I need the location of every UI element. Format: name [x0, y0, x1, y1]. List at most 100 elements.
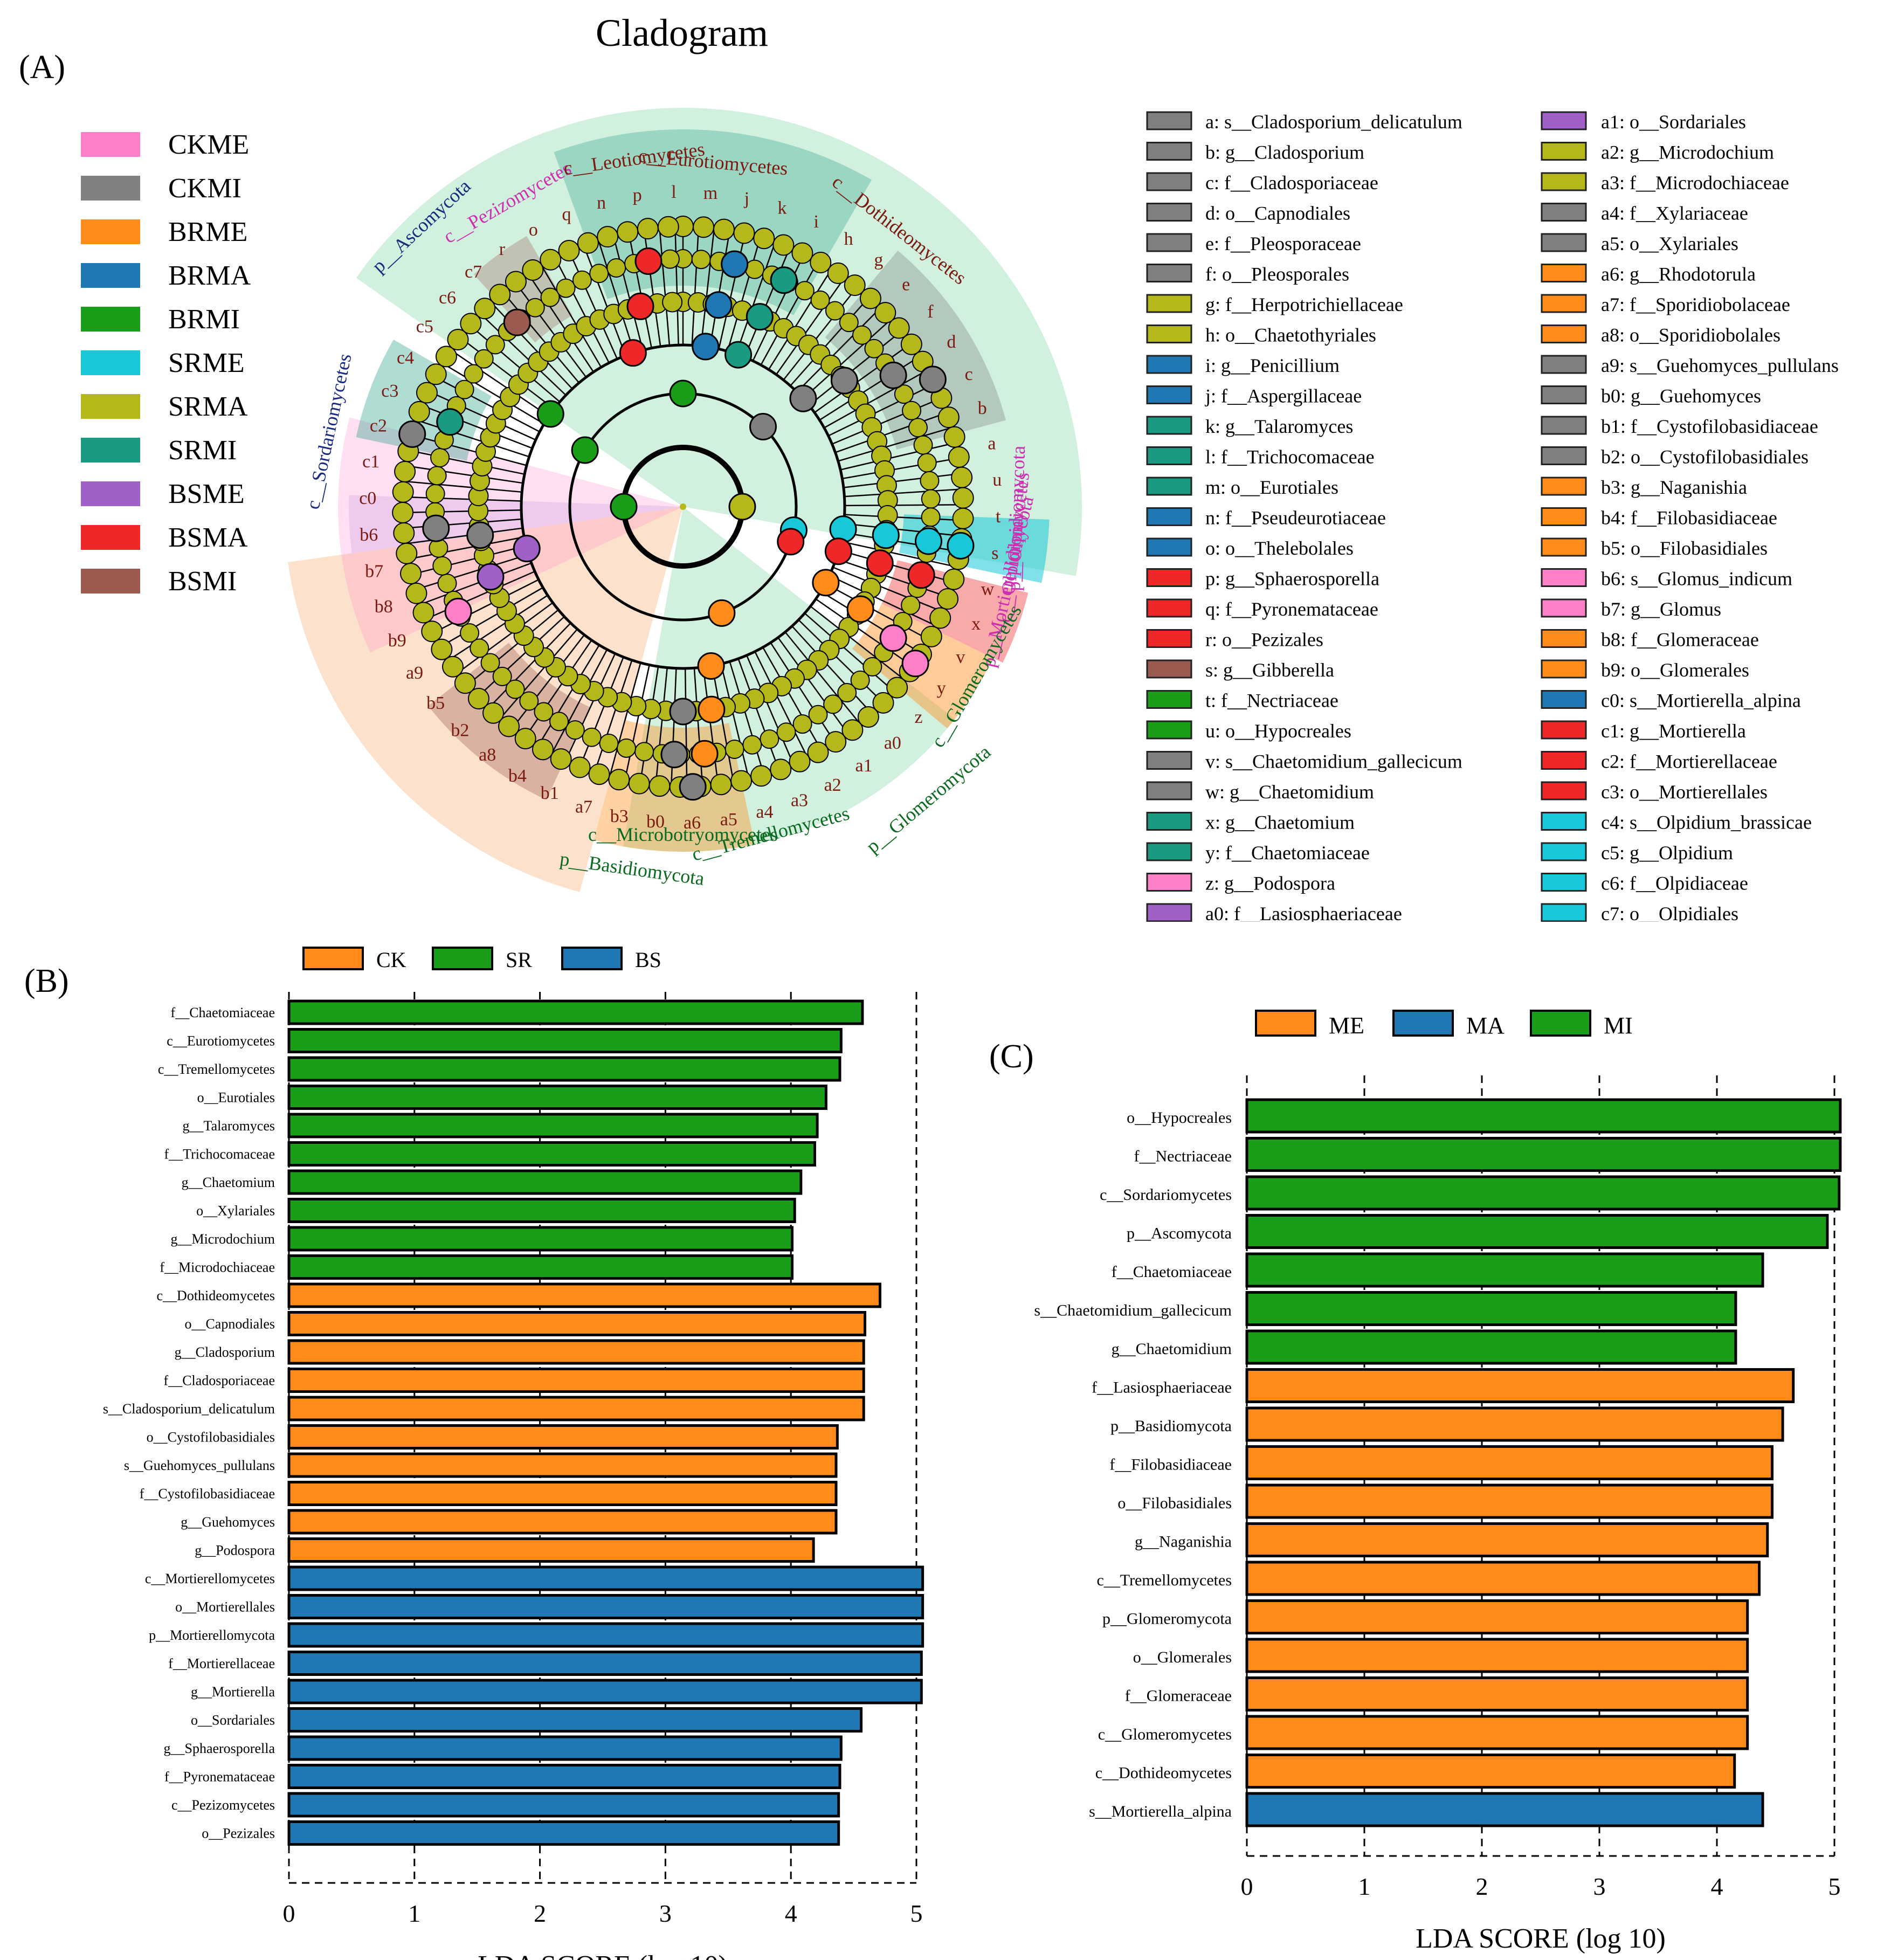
- cladogram-tree: [392, 216, 975, 801]
- lda-bar: [287, 1651, 923, 1676]
- tree-node: [859, 287, 881, 309]
- legend-label: BS: [635, 948, 661, 972]
- legend-b: CK SR BS: [302, 947, 661, 972]
- taxa-legend-entry: b6: s__Glomus_indicum: [1601, 568, 1792, 590]
- tree-branch: [432, 579, 539, 634]
- tree-branch: [791, 625, 873, 714]
- tree-node: [951, 466, 973, 488]
- taxa-legend-swatch: [1146, 873, 1192, 892]
- tree-branch: [639, 666, 659, 784]
- tree-branch: [434, 376, 540, 433]
- tree-branch: [420, 562, 532, 605]
- taxa-legend-entry: u: o__Hypocreales: [1205, 720, 1351, 742]
- tree-node: [795, 281, 815, 301]
- tree-branch: [411, 545, 527, 576]
- tree-node: [599, 733, 619, 753]
- taxa-legend-entry: a7: f__Sporidiobolaceae: [1601, 294, 1790, 315]
- letter-label: c5: [416, 316, 433, 336]
- biomarker-node: [789, 384, 817, 412]
- tree-branch: [711, 665, 735, 783]
- tree-node: [901, 595, 921, 615]
- tree-node: [886, 677, 908, 699]
- tree-branch: [514, 281, 587, 378]
- tree-node: [943, 568, 965, 590]
- taxa-legend-entry: b7: g__Glomus: [1601, 598, 1721, 620]
- group-legend-label: SRMI: [168, 435, 237, 466]
- tree-node: [460, 313, 482, 335]
- lda-bar: [287, 1113, 819, 1138]
- tree-node: [492, 666, 512, 686]
- tree-branch: [828, 383, 935, 437]
- tree-branch: [843, 473, 962, 488]
- tree-node: [558, 239, 580, 261]
- lda-bar: [1245, 1098, 1842, 1134]
- group-legend-label: CKMI: [168, 173, 241, 204]
- biomarker-node: [915, 527, 943, 555]
- tree-branch: [829, 575, 937, 627]
- tree-branch: [440, 586, 543, 648]
- tree-node: [430, 448, 450, 468]
- biomarker-node: [691, 740, 719, 768]
- lda-bar: [287, 1368, 865, 1393]
- tree-branch: [524, 639, 592, 739]
- tree-node: [514, 728, 536, 750]
- tree-branch: [411, 434, 527, 466]
- biomarker-node: [947, 532, 975, 560]
- taxa-legend-entry: b3: g__Naganishia: [1601, 477, 1747, 498]
- bar-label: f__Lasiosphaeriaceae: [1092, 1379, 1232, 1397]
- tree-branch: [727, 237, 761, 351]
- letter-label: j: [744, 189, 749, 209]
- lda-bar: [1245, 1445, 1774, 1480]
- letter-label: o: [529, 220, 538, 240]
- tree-node: [431, 638, 453, 660]
- taxa-legend-entry: a9: s__Guehomyces_pullulans: [1601, 355, 1839, 376]
- biomarker-node: [919, 365, 947, 394]
- legend-label: MI: [1604, 1012, 1633, 1039]
- tree-branch: [790, 296, 870, 387]
- taxa-legend-entry: c3: o__Mortierellales: [1601, 781, 1768, 803]
- root-node: [680, 503, 686, 510]
- lda-bar: [287, 1198, 796, 1223]
- tree-branch: [809, 330, 902, 406]
- tree-branch: [844, 523, 962, 537]
- tree-node: [929, 607, 951, 629]
- tree-branch: [838, 426, 953, 462]
- letter-label: m: [703, 183, 717, 203]
- tree-node: [522, 259, 544, 281]
- lda-bar: [1245, 1483, 1774, 1519]
- taxa-legend-swatch: [1541, 355, 1587, 374]
- tree-node: [460, 623, 480, 643]
- tree-node: [825, 731, 847, 753]
- taxa-legend-entry: r: o__Pezizales: [1205, 629, 1323, 651]
- tree-node: [421, 620, 443, 643]
- lda-bar: [1245, 1599, 1749, 1634]
- tree-node: [733, 222, 755, 244]
- tree-branch: [459, 336, 555, 410]
- group-legend-swatch: [81, 481, 140, 506]
- group-legend-label: BSMI: [168, 566, 237, 597]
- taxa-legend-entry: b4: f__Filobasidiaceae: [1601, 507, 1777, 529]
- biomarker-node: [619, 339, 647, 367]
- tree-branch: [762, 647, 822, 751]
- taxa-legend-swatch: [1541, 659, 1587, 679]
- taxa-legend-swatch: [1146, 690, 1192, 709]
- lda-bar: [287, 1396, 865, 1421]
- tree-node: [750, 765, 772, 787]
- x-tick-label: 3: [1593, 1873, 1606, 1900]
- bar-label: f__Filobasidiaceae: [1109, 1456, 1232, 1474]
- tree-node: [913, 435, 933, 455]
- tree-node: [432, 556, 452, 576]
- tree-branch: [554, 257, 610, 363]
- tree-branch: [720, 664, 750, 779]
- taxa-legend-swatch: [1541, 629, 1587, 648]
- tree-branch: [777, 637, 848, 734]
- tree-node: [519, 691, 539, 711]
- tree-branch: [746, 655, 794, 765]
- taxa-legend-swatch: [1146, 507, 1192, 526]
- lda-bar: [287, 1707, 863, 1733]
- lda-bar: [1245, 1792, 1764, 1827]
- tree-node: [657, 216, 679, 238]
- group-legend-swatch: [81, 350, 140, 375]
- tree-node: [470, 638, 489, 658]
- group-legend-swatch: [81, 263, 140, 288]
